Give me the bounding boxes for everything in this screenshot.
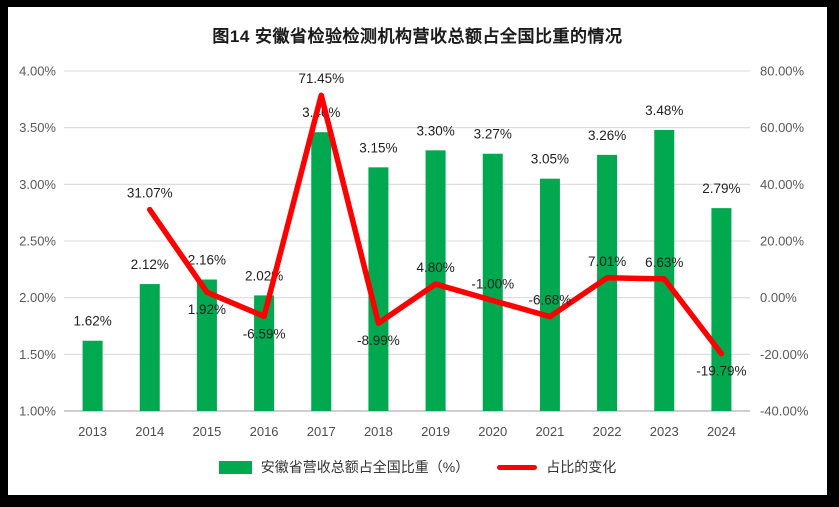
x-axis-label-2016: 2016 (250, 424, 279, 439)
x-axis-label-2019: 2019 (421, 424, 450, 439)
line-value-label-2023: 6.63% (645, 255, 683, 270)
right-axis-tick-label: 40.00% (760, 177, 805, 192)
left-axis-tick-label: 1.00% (19, 404, 56, 419)
x-axis-label-2024: 2024 (707, 424, 736, 439)
left-axis-tick-label: 2.00% (19, 290, 56, 305)
bar-2023 (654, 129, 675, 411)
legend-label: 占比的变化 (546, 459, 617, 475)
right-axis-tick-label: -40.00% (760, 404, 809, 419)
x-axis-label-2022: 2022 (593, 424, 622, 439)
bar-value-label-2014: 2.12% (131, 257, 169, 272)
trend-line (147, 92, 725, 357)
legend-item: 占比的变化 (497, 457, 616, 477)
line-value-label-2017: 71.45% (298, 71, 344, 86)
right-axis-tick-label: 60.00% (760, 120, 805, 135)
right-axis-tick-label: -20.00% (760, 347, 809, 362)
bar-value-label-2015: 2.16% (188, 253, 226, 268)
line-value-label-2022: 7.01% (588, 254, 626, 269)
line-value-label-2019: 4.80% (416, 260, 454, 275)
left-axis-tick-label: 2.50% (19, 234, 56, 249)
line-value-label-2024: -19.79% (696, 364, 746, 379)
bar-2022 (597, 154, 618, 411)
line-value-label-2020: -1.00% (471, 277, 514, 292)
left-axis-tick-label: 4.00% (19, 64, 56, 79)
bar-2020 (482, 153, 503, 411)
x-axis-label-2018: 2018 (364, 424, 393, 439)
bar-2019 (425, 150, 446, 412)
x-axis-label-2023: 2023 (650, 424, 679, 439)
bar-value-label-2017: 3.46% (302, 105, 340, 120)
bar-2017 (311, 132, 332, 411)
legend-bar-swatch (218, 460, 252, 474)
legend-item: 安徽省营收总额占全国比重（%） (218, 457, 470, 477)
legend-line-swatch (497, 464, 538, 470)
line-value-label-2016: -6.59% (243, 326, 286, 341)
left-axis-tick-label: 3.00% (19, 177, 56, 192)
bar-value-label-2019: 3.30% (416, 123, 454, 138)
x-axis-label-2014: 2014 (135, 424, 164, 439)
legend: 安徽省营收总额占全国比重（%） 占比的变化 (8, 454, 827, 480)
bar-value-label-2018: 3.15% (359, 140, 397, 155)
x-axis-label-2021: 2021 (535, 424, 564, 439)
bar-2021 (539, 178, 560, 411)
bar-2016 (254, 295, 275, 411)
plot-area: 4.00% 3.50% 3.00% 2.50% 2.00% 1.50% 1.00% 80.00… (19, 64, 809, 440)
bar-2018 (368, 167, 389, 411)
bar-value-label-2020: 3.27% (474, 127, 512, 142)
bar-value-label-2022: 3.26% (588, 128, 626, 143)
line-value-label-2018: -8.99% (357, 333, 400, 348)
x-axis-label-2017: 2017 (307, 424, 336, 439)
legend-label: 安徽省营收总额占全国比重（%） (260, 459, 470, 475)
line-value-label-2021: -6.68% (529, 293, 572, 308)
bar-value-label-2023: 3.48% (645, 103, 683, 118)
right-axis-tick-label: 0.00% (760, 290, 797, 305)
chart-title: 图14 安徽省检验检测机构营收总额占全国比重的情况 (212, 27, 623, 46)
bar-value-label-2024: 2.79% (702, 181, 740, 196)
right-axis-tick-label: 20.00% (760, 234, 805, 249)
x-axis-label-2013: 2013 (78, 424, 107, 439)
bar-2013 (82, 340, 103, 411)
left-axis-tick-label: 3.50% (19, 120, 56, 135)
line-value-label-2015: 1.92% (188, 302, 226, 317)
bar-2015 (196, 279, 217, 411)
x-axis-label-2015: 2015 (192, 424, 221, 439)
line-value-label-2014: 31.07% (127, 186, 173, 201)
x-axis-label-2020: 2020 (478, 424, 507, 439)
bar-value-label-2021: 3.05% (531, 152, 569, 167)
right-axis-tick-label: 80.00% (760, 64, 805, 79)
bar-value-label-2013: 1.62% (73, 314, 111, 329)
bar-2024 (711, 208, 732, 411)
bar-2014 (139, 284, 160, 411)
left-axis-tick-label: 1.50% (19, 347, 56, 362)
